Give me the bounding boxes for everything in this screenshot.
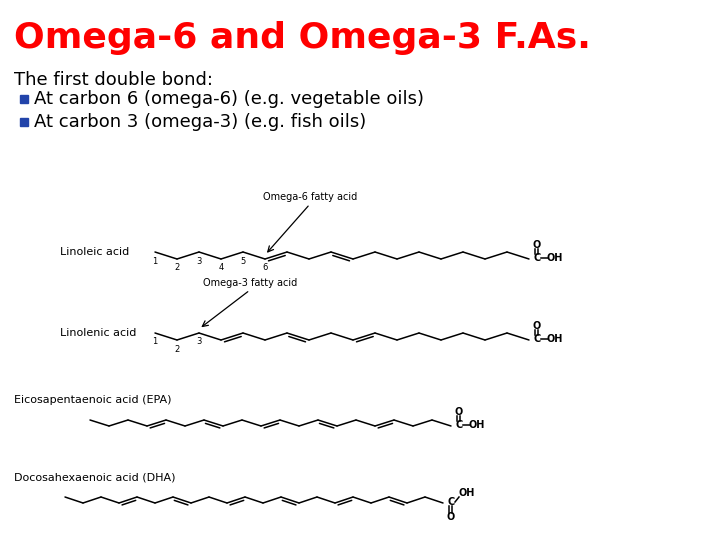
Bar [20,95,28,103]
Text: Omega-3 fatty acid: Omega-3 fatty acid [203,278,297,288]
Text: 6: 6 [262,264,268,273]
Text: C: C [447,497,454,507]
Text: OH: OH [459,488,475,498]
Text: C: C [534,334,541,344]
Text: At carbon 3 (omega-3) (e.g. fish oils): At carbon 3 (omega-3) (e.g. fish oils) [34,113,366,131]
Text: O: O [447,512,455,522]
Text: O: O [533,240,541,250]
Text: C: C [455,420,463,430]
Text: O: O [533,321,541,331]
Text: OH: OH [469,420,485,430]
Text: O: O [455,407,463,417]
Text: Docosahexaenoic acid (DHA): Docosahexaenoic acid (DHA) [14,472,176,482]
Text: 5: 5 [240,256,246,266]
Text: OH: OH [546,334,563,344]
Text: Eicosapentaenoic acid (EPA): Eicosapentaenoic acid (EPA) [14,395,171,405]
Text: 3: 3 [197,256,202,266]
Bar [20,118,28,126]
Text: 1: 1 [153,338,158,347]
Text: Linolenic acid: Linolenic acid [60,328,136,338]
Text: Linoleic acid: Linoleic acid [60,247,130,257]
Text: 3: 3 [197,338,202,347]
Text: C: C [534,253,541,263]
Text: 4: 4 [218,264,224,273]
Text: OH: OH [546,253,563,263]
Text: At carbon 6 (omega-6) (e.g. vegetable oils): At carbon 6 (omega-6) (e.g. vegetable oi… [34,90,424,108]
Text: Omega-6 fatty acid: Omega-6 fatty acid [263,192,357,202]
Text: 1: 1 [153,256,158,266]
Text: The first double bond:: The first double bond: [14,71,213,89]
Text: 2: 2 [174,345,179,354]
Text: 2: 2 [174,264,179,273]
Text: Omega-6 and Omega-3 F.As.: Omega-6 and Omega-3 F.As. [14,21,591,55]
